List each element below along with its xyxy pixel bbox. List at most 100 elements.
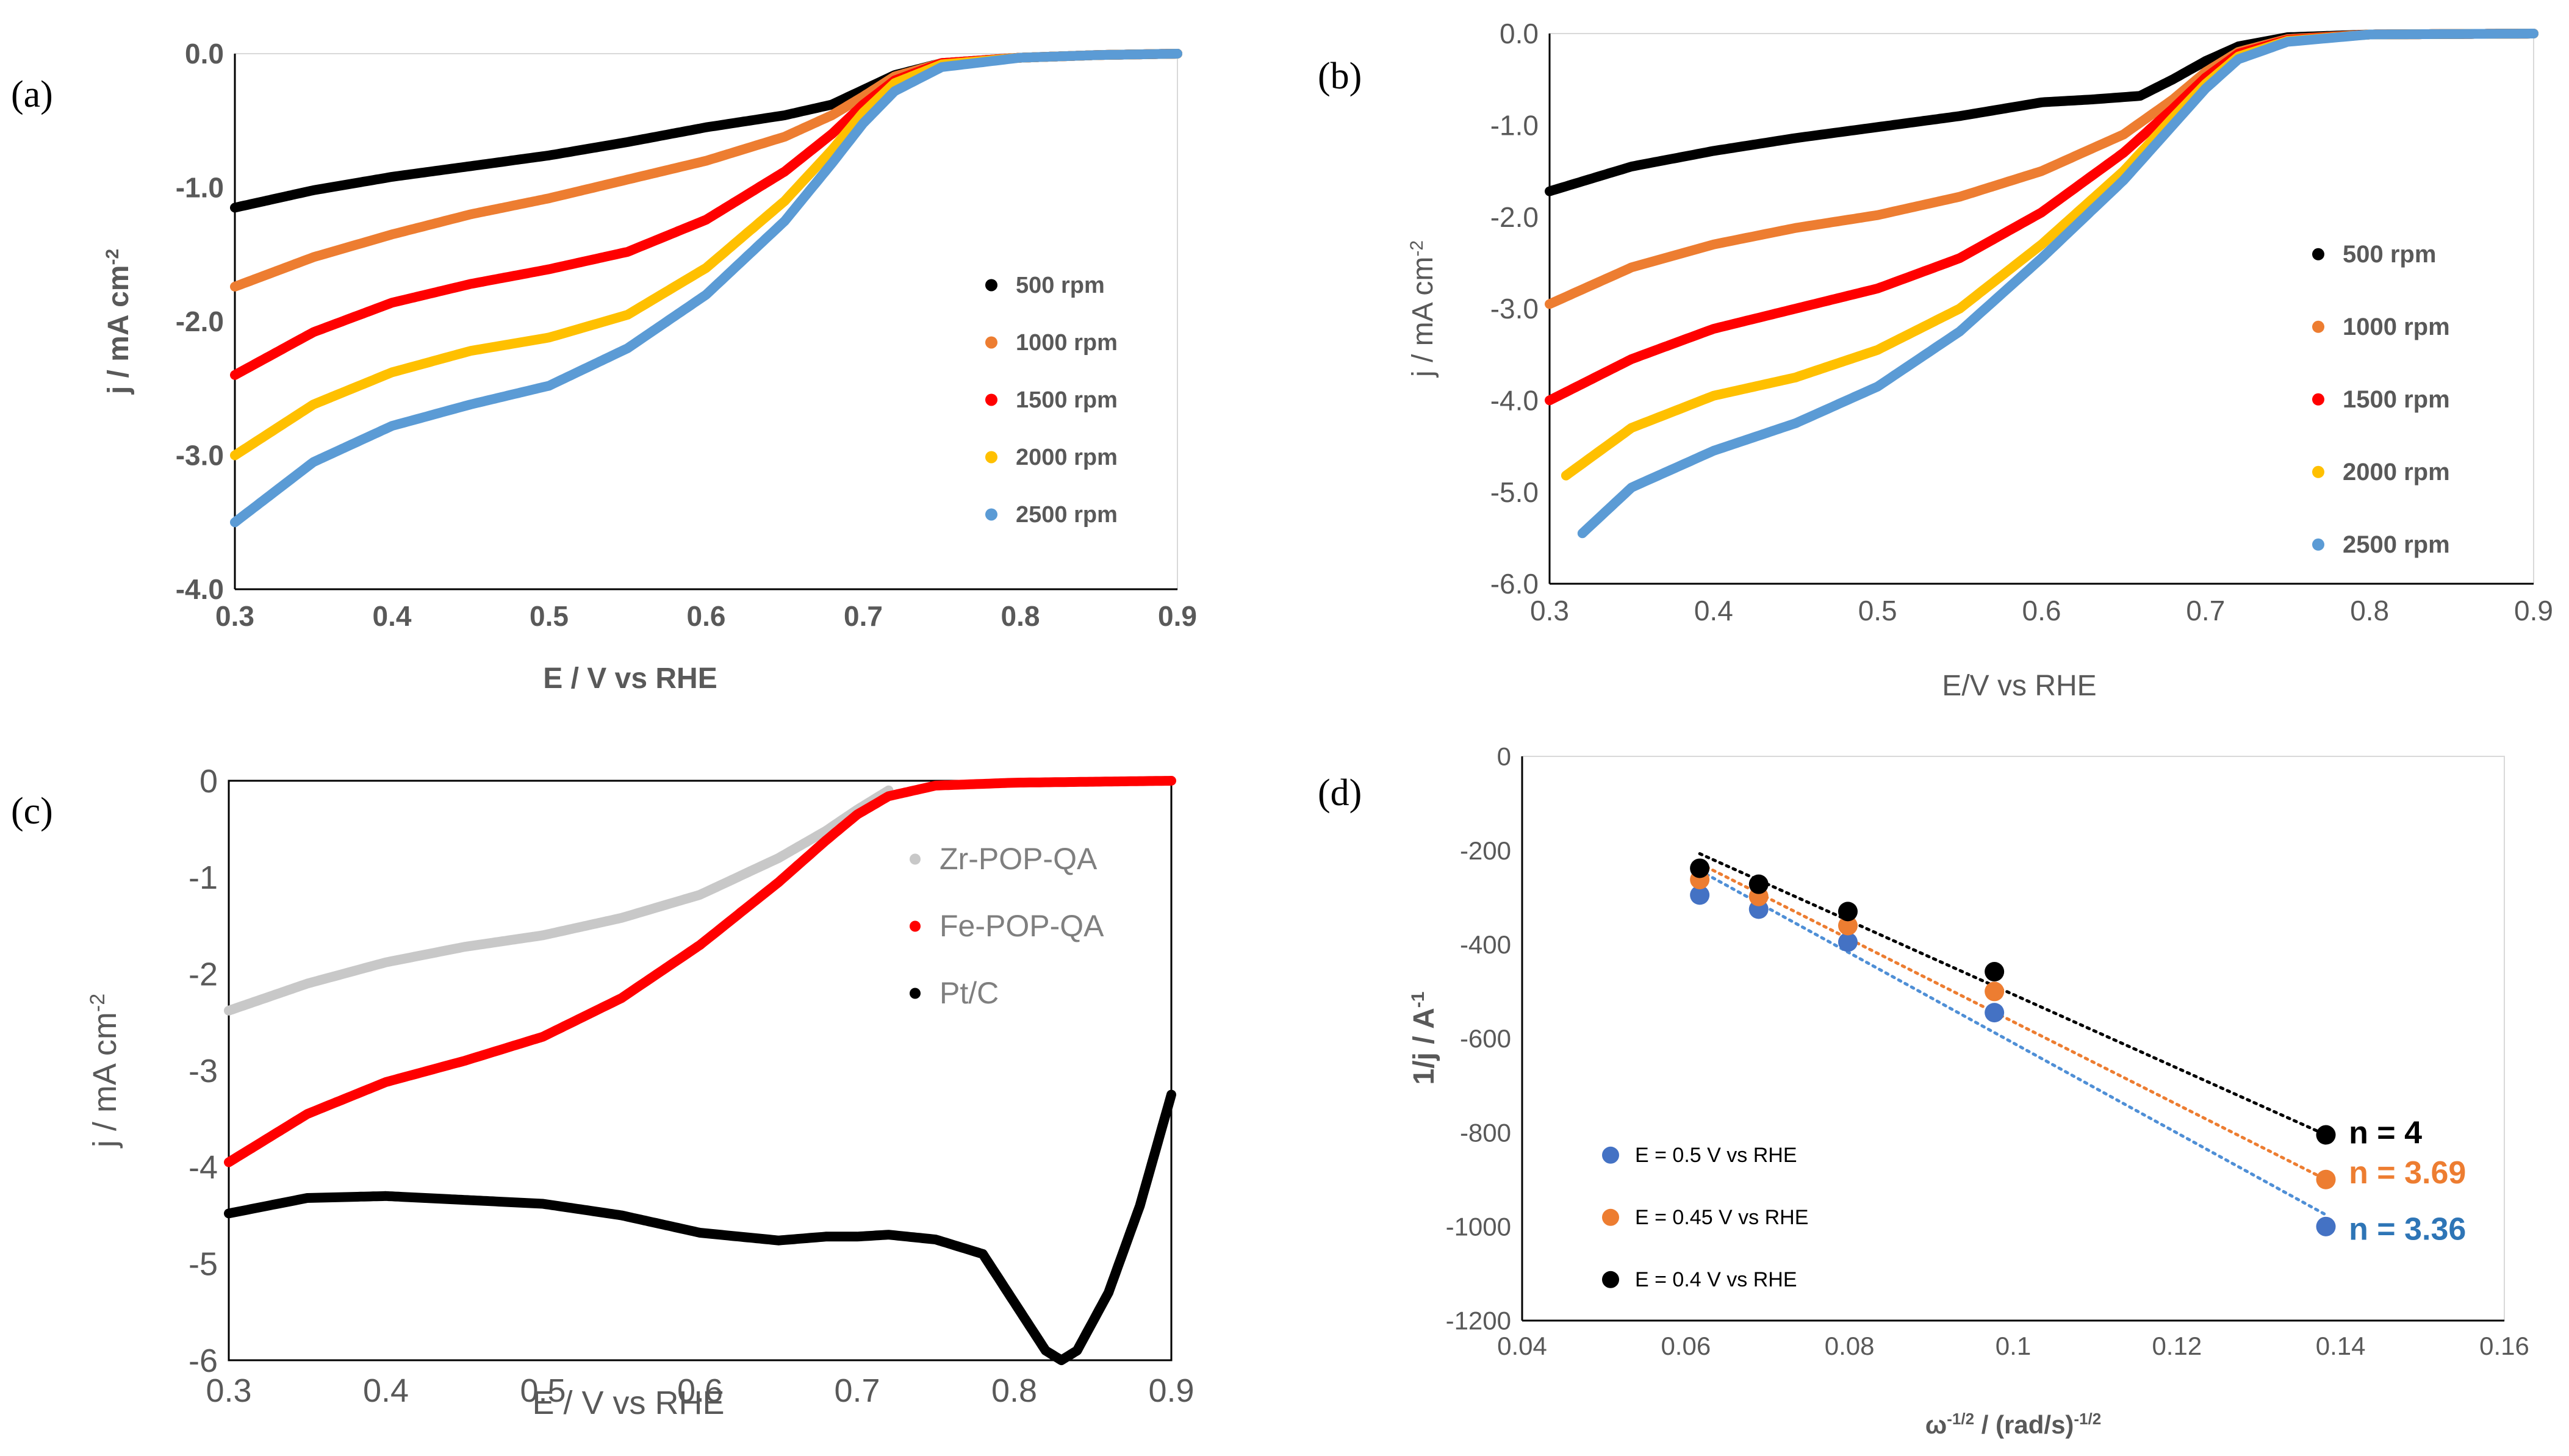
- legend-marker: [910, 988, 921, 999]
- x-axis-title-c: E / V vs RHE: [532, 1385, 724, 1421]
- legend-label: 1000 rpm: [2343, 314, 2450, 340]
- y-tick-label: 0: [199, 763, 218, 800]
- y-tick-label: -1.0: [1490, 109, 1539, 141]
- n-annotation: n = 4: [2349, 1116, 2422, 1151]
- legend-label: 500 rpm: [1016, 273, 1105, 298]
- legend-marker: [910, 853, 921, 865]
- x-tick-label: 0.4: [373, 600, 412, 632]
- x-tick-label: 0.12: [2152, 1332, 2202, 1360]
- series-2500-rpm: [230, 49, 1182, 528]
- series-pt-c: [224, 1089, 1176, 1365]
- x-tick-label: 0.7: [844, 600, 883, 632]
- y-tick-label: -3.0: [1490, 293, 1539, 325]
- series-line: [230, 49, 1182, 213]
- y-tick-label: 0.0: [1500, 18, 1539, 49]
- y-tick-label: -3.0: [176, 440, 224, 472]
- x-tick-label: 0.8: [2350, 595, 2389, 626]
- n-annotation: n = 3.36: [2349, 1212, 2466, 1247]
- x-tick-label: 0.1: [1996, 1332, 2031, 1360]
- x-tick-label: 0.9: [1148, 1372, 1194, 1409]
- y-tick-label: 0: [1497, 742, 1511, 771]
- y-tick-label: -1200: [1446, 1307, 1511, 1335]
- x-tick-label: 0.8: [991, 1372, 1037, 1409]
- panel-label-d: (d): [1318, 772, 1362, 814]
- x-tick-label: 0.6: [687, 600, 726, 632]
- x-tick-label: 0.5: [530, 600, 569, 632]
- scatter-point: [1748, 874, 1769, 894]
- series-layer-a: [230, 49, 1182, 528]
- scatter-point: [2316, 1169, 2336, 1189]
- scatter-point: [1838, 932, 1858, 952]
- legend-label: 1000 rpm: [1016, 330, 1118, 356]
- y-tick-label: -2.0: [176, 306, 224, 337]
- y-tick-label: -400: [1460, 930, 1511, 959]
- x-axis-title-d: ω-1/2 / (rad/s)-1/2: [1925, 1410, 2101, 1439]
- y-tick-label: -4: [189, 1149, 218, 1186]
- y-tick-label: -1: [189, 859, 218, 896]
- legend-label: 1500 rpm: [1016, 387, 1118, 413]
- panel-label-b: (b): [1318, 56, 1362, 97]
- n-annotation: n = 3.69: [2349, 1155, 2466, 1191]
- x-tick-label: 0.08: [1825, 1332, 1875, 1360]
- scatter-point: [1690, 885, 1710, 905]
- scatter-point: [2316, 1216, 2336, 1236]
- y-tick-label: -6.0: [1490, 568, 1539, 600]
- legend-marker: [985, 336, 997, 349]
- x-tick-label: 0.4: [363, 1372, 409, 1409]
- y-tick-label: -1000: [1446, 1213, 1511, 1241]
- plot-area-b: [1549, 33, 2534, 584]
- fit-line: [1698, 869, 2328, 1217]
- x-tick-label: 0.9: [1158, 600, 1197, 632]
- scatter-point: [1690, 858, 1710, 878]
- series-line: [230, 49, 1182, 380]
- y-tick-label: -3: [189, 1053, 218, 1089]
- legend-label: 2000 rpm: [2343, 459, 2450, 486]
- legend-marker: [2312, 538, 2324, 551]
- y-axis-title-a: j / mA cm-2: [102, 249, 135, 395]
- y-tick-label: -5: [189, 1246, 218, 1283]
- scatter-point: [1985, 981, 2005, 1002]
- x-tick-label: 0.6: [2022, 595, 2061, 626]
- series-zr-pop-qa: [224, 785, 894, 1016]
- y-tick-label: -800: [1460, 1118, 1511, 1147]
- x-tick-labels-c: 0.3 0.4 0.5 0.6 0.7 0.8 0.9: [206, 1372, 1194, 1409]
- scatter-point: [2316, 1125, 2336, 1145]
- legend-marker: [2312, 465, 2324, 478]
- x-tick-label: 0.14: [2316, 1332, 2366, 1360]
- series-1500-rpm: [1545, 29, 2538, 406]
- legend-label: 500 rpm: [2343, 241, 2436, 268]
- y-tick-label: -600: [1460, 1024, 1511, 1053]
- x-tick-label: 0.7: [2186, 595, 2225, 626]
- legend-label: Fe-POP-QA: [940, 909, 1104, 943]
- panel-label-a: (a): [11, 74, 53, 115]
- legend-marker: [1602, 1208, 1619, 1226]
- legend-marker: [2312, 393, 2324, 406]
- legend-label: E = 0.45 V vs RHE: [1635, 1206, 1808, 1229]
- x-tick-label: 0.5: [1858, 595, 1897, 626]
- legend-label: Zr-POP-QA: [940, 842, 1098, 876]
- legend-marker: [1602, 1271, 1619, 1288]
- y-tick-label: -5.0: [1490, 476, 1539, 508]
- legend-marker: [985, 451, 997, 464]
- legend-label: E = 0.4 V vs RHE: [1635, 1268, 1797, 1291]
- y-tick-label: -2: [189, 956, 218, 993]
- y-tick-label: -2.0: [1490, 201, 1539, 233]
- y-tick-labels-c: 0 -1 -2 -3 -4 -5 -6: [189, 763, 218, 1379]
- x-tick-label: 0.7: [834, 1372, 880, 1409]
- legend-label: 2500 rpm: [2343, 531, 2450, 558]
- scatter-point: [1838, 916, 1858, 936]
- y-tick-label: -4.0: [176, 573, 224, 605]
- series-layer-b: [1545, 29, 2538, 539]
- scatter-point: [1838, 902, 1858, 922]
- chart-panel-b: (b) 0.3 0.4 0.5 0.6 0.7 0.8 0.9 0.0 -1.0 -2.0 -3.…: [1318, 18, 2553, 702]
- x-axis-title-b: E/V vs RHE: [1942, 670, 2096, 702]
- chart-panel-a: (a) 0.3 0.4 0.5 0.6 0.7 0.8 0.9 0.0 -1.0 -2.0 -3.…: [11, 38, 1197, 695]
- y-tick-label: -4.0: [1490, 384, 1539, 416]
- series-1000-rpm: [230, 49, 1182, 292]
- x-tick-label: 0.3: [1530, 595, 1569, 626]
- series-1500-rpm: [230, 49, 1182, 380]
- y-axis-title-c: j / mA cm-2: [86, 994, 123, 1149]
- y-tick-label: -200: [1460, 836, 1511, 865]
- legend-marker: [985, 508, 997, 521]
- legend-marker: [910, 920, 921, 932]
